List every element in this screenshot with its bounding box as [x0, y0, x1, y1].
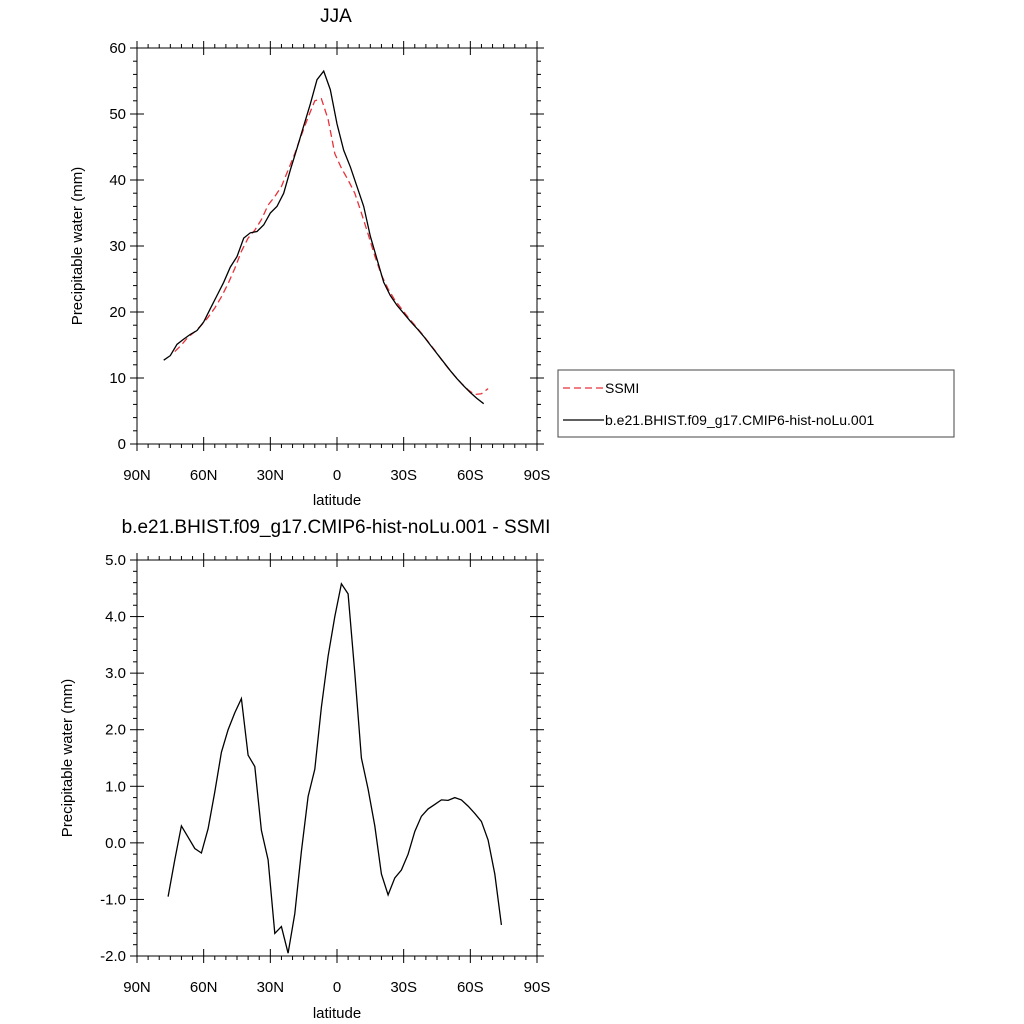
chart1-y-tick-label: 60	[109, 40, 126, 57]
chart2-x-tick-label: 90S	[524, 979, 551, 996]
chart1-y-tick-label: 50	[109, 106, 126, 123]
legend-box	[557, 369, 955, 438]
chart2-x-tick-label: 60N	[190, 979, 218, 996]
chart1-y-tick-label: 30	[109, 238, 126, 255]
chart2-y-tick-label: 5.0	[105, 552, 126, 569]
chart2-y-tick-label: -2.0	[100, 948, 126, 965]
chart1-x-tick-label: 90S	[524, 467, 551, 484]
chart1-plot-frame	[136, 47, 538, 445]
chart2-x-tick-label: 0	[333, 979, 341, 996]
chart1-y-tick-label: 0	[118, 436, 126, 453]
chart1-x-tick-label: 60S	[457, 467, 484, 484]
chart1-x-tick-label: 30S	[390, 467, 417, 484]
chart2-plot-frame	[136, 559, 538, 957]
chart2-series-line-model	[167, 582, 503, 954]
legend-entry-label: SSMI	[605, 380, 639, 396]
chart1-x-tick-label: 0	[333, 467, 341, 484]
chart1-x-tick-label: 30N	[257, 467, 285, 484]
chart1-x-tick-label: 60N	[190, 467, 218, 484]
chart1-y-tick-label: 20	[109, 304, 126, 321]
chart2-x-tick-label: 30S	[390, 979, 417, 996]
chart2-x-axis-label: latitude	[313, 1005, 361, 1022]
chart2-y-axis-label: Precipitable water (mm)	[59, 679, 76, 837]
chart1-x-tick-label: 90N	[123, 467, 151, 484]
chart1-y-axis-label: Precipitable water (mm)	[69, 167, 86, 325]
chart2-y-tick-label: -1.0	[100, 891, 126, 908]
chart2-x-tick-label: 30N	[257, 979, 285, 996]
chart1-y-tick-label: 40	[109, 172, 126, 189]
chart2-y-tick-label: 1.0	[105, 778, 126, 795]
chart1-series-line-ssmi	[174, 97, 489, 396]
legend-entry-label: b.e21.BHIST.f09_g17.CMIP6-hist-noLu.001	[605, 412, 874, 428]
chart2-y-tick-label: 3.0	[105, 665, 126, 682]
chart2-y-tick-label: 0.0	[105, 835, 126, 852]
chart2-x-tick-label: 60S	[457, 979, 484, 996]
chart2-title: b.e21.BHIST.f09_g17.CMIP6-hist-noLu.001 …	[122, 517, 551, 538]
chart1-y-tick-label: 10	[109, 370, 126, 387]
chart2-x-tick-label: 90N	[123, 979, 151, 996]
chart1-title: JJA	[320, 6, 352, 27]
chart2-y-tick-label: 4.0	[105, 609, 126, 626]
chart1-series-line-model	[163, 69, 485, 405]
chart2-y-tick-label: 2.0	[105, 722, 126, 739]
chart1-x-axis-label: latitude	[313, 492, 361, 509]
